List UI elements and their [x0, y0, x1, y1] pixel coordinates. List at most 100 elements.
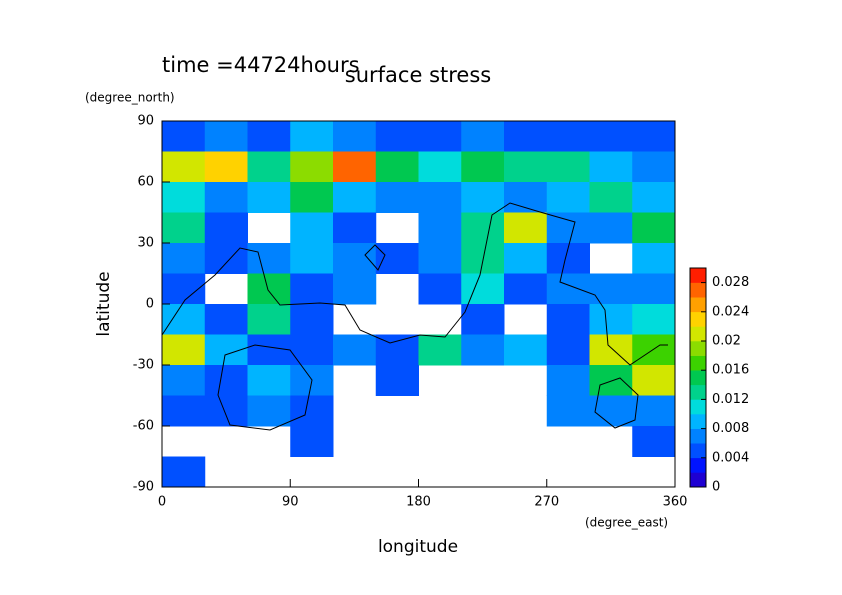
- field-cell: [162, 243, 206, 274]
- colorbar-tick-label: 0.004: [712, 450, 749, 465]
- field-cell: [247, 121, 291, 152]
- field-cell: [632, 212, 676, 244]
- field-cell: [461, 304, 505, 335]
- field-cell: [461, 182, 505, 213]
- field-cell: [504, 182, 548, 213]
- field-cell: [162, 304, 206, 335]
- x-tick-label: 0: [158, 495, 166, 510]
- coastline: [364, 244, 386, 271]
- field-cell: [589, 182, 633, 213]
- colorbar-tick-label: 0.024: [712, 304, 749, 319]
- field-cell: [290, 304, 334, 335]
- field-cell: [162, 334, 206, 366]
- field-cell: [418, 151, 462, 183]
- x-tick-label: 360: [663, 495, 688, 510]
- field-cell: [204, 365, 248, 396]
- colorbar-band: [690, 399, 706, 415]
- field-cell: [162, 182, 206, 213]
- x-tick-label: 90: [282, 495, 299, 510]
- field-cell: [247, 243, 291, 274]
- field-cell: [162, 212, 206, 244]
- field-cell: [290, 243, 334, 274]
- colorbar-band: [690, 326, 706, 342]
- field-cell: [504, 121, 548, 152]
- field-cell: [290, 273, 334, 305]
- field-cell: [546, 395, 590, 427]
- field-cell: [632, 182, 676, 213]
- field-cell: [632, 304, 676, 335]
- field-cell: [290, 395, 334, 427]
- colorbar-tick-label: 0.02: [712, 334, 741, 349]
- field-cell: [162, 365, 206, 396]
- field-cell: [418, 212, 462, 244]
- field-cell: [504, 273, 548, 305]
- colorbar-band: [690, 384, 706, 400]
- colorbar-tick-label: 0.012: [712, 392, 749, 407]
- field-cell: [204, 395, 248, 427]
- colorbar-band: [690, 457, 706, 473]
- field-cell: [204, 243, 248, 274]
- y-tick-label: 30: [137, 236, 154, 251]
- field-cell: [504, 243, 548, 274]
- field-cell: [546, 151, 590, 183]
- colorbar-tick-label: 0.008: [712, 421, 749, 436]
- field-cell: [290, 151, 334, 183]
- field-cell: [247, 182, 291, 213]
- field-cell: [333, 182, 377, 213]
- colorbar-band: [690, 355, 706, 371]
- colorbar-band: [690, 282, 706, 298]
- colorbar-band: [690, 341, 706, 356]
- field-cell: [546, 182, 590, 213]
- field-cell: [418, 334, 462, 366]
- field-cell: [589, 304, 633, 335]
- field-cell: [589, 273, 633, 305]
- y-unit: (degree_north): [85, 91, 175, 105]
- field-cell: [546, 304, 590, 335]
- field-cell: [632, 121, 676, 152]
- y-tick-label: -90: [133, 480, 154, 495]
- y-tick-label: 90: [137, 114, 154, 129]
- y-tick-label: 0: [146, 297, 154, 312]
- field-cell: [247, 365, 291, 396]
- field-cell: [546, 334, 590, 366]
- field-cell: [333, 334, 377, 366]
- field-cell: [333, 273, 377, 305]
- field-cell: [162, 121, 206, 152]
- field-cell: [333, 151, 377, 183]
- colorbar-band: [690, 297, 706, 313]
- field-cell: [247, 395, 291, 427]
- field-cell: [504, 151, 548, 183]
- field-cell: [546, 273, 590, 305]
- field-cell: [247, 151, 291, 183]
- field-cell: [204, 121, 248, 152]
- field-cell: [589, 212, 633, 244]
- field-cell: [461, 212, 505, 244]
- field-cell: [632, 151, 676, 183]
- field-cell: [290, 212, 334, 244]
- x-tick-label: 180: [406, 495, 431, 510]
- x-axis-label: longitude: [378, 537, 458, 557]
- field-cell: [204, 182, 248, 213]
- field-cell: [418, 273, 462, 305]
- field-cell: [247, 334, 291, 366]
- field-cell: [418, 121, 462, 152]
- field-cell: [290, 334, 334, 366]
- colorbar-tick-label: 0: [712, 480, 720, 495]
- colorbar-tick-label: 0.028: [712, 275, 749, 290]
- coastlines: [161, 202, 668, 431]
- field-cell: [632, 426, 676, 457]
- field-cell: [375, 243, 419, 274]
- colorbar-band: [690, 443, 706, 459]
- field-cell: [461, 121, 505, 152]
- field-cell: [162, 395, 206, 427]
- field-cell: [589, 365, 633, 396]
- field-cell: [162, 456, 206, 488]
- field-cell: [375, 151, 419, 183]
- field-cell: [461, 273, 505, 305]
- field-cell: [589, 121, 633, 152]
- field-cell: [504, 212, 548, 244]
- field-cell: [204, 151, 248, 183]
- y-tick-label: -30: [133, 358, 154, 373]
- field-cell: [333, 212, 377, 244]
